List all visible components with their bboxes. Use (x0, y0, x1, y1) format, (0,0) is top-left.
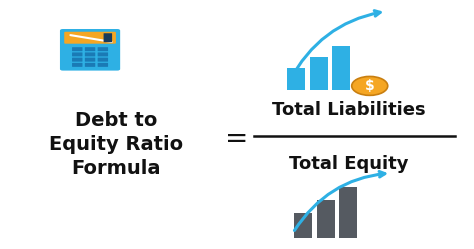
Text: $: $ (365, 79, 374, 93)
Bar (339, 187, 357, 238)
Bar (332, 46, 350, 90)
FancyBboxPatch shape (103, 33, 112, 42)
FancyBboxPatch shape (98, 47, 108, 51)
Bar (317, 200, 335, 238)
FancyBboxPatch shape (98, 52, 108, 56)
Circle shape (352, 76, 388, 95)
FancyBboxPatch shape (85, 52, 95, 56)
Text: =: = (225, 125, 249, 153)
FancyBboxPatch shape (64, 32, 116, 44)
FancyBboxPatch shape (98, 58, 108, 62)
Text: Total Equity: Total Equity (289, 155, 408, 173)
FancyBboxPatch shape (85, 47, 95, 51)
FancyBboxPatch shape (60, 29, 120, 71)
Text: Total Liabilities: Total Liabilities (272, 101, 425, 119)
Bar (310, 57, 328, 90)
FancyBboxPatch shape (98, 63, 108, 67)
FancyBboxPatch shape (85, 63, 95, 67)
FancyBboxPatch shape (85, 58, 95, 62)
Bar (287, 68, 305, 90)
Text: Debt to
Equity Ratio
Formula: Debt to Equity Ratio Formula (49, 111, 183, 178)
FancyBboxPatch shape (72, 52, 82, 56)
FancyBboxPatch shape (72, 58, 82, 62)
FancyBboxPatch shape (72, 47, 82, 51)
FancyBboxPatch shape (72, 63, 82, 67)
Bar (294, 213, 312, 238)
